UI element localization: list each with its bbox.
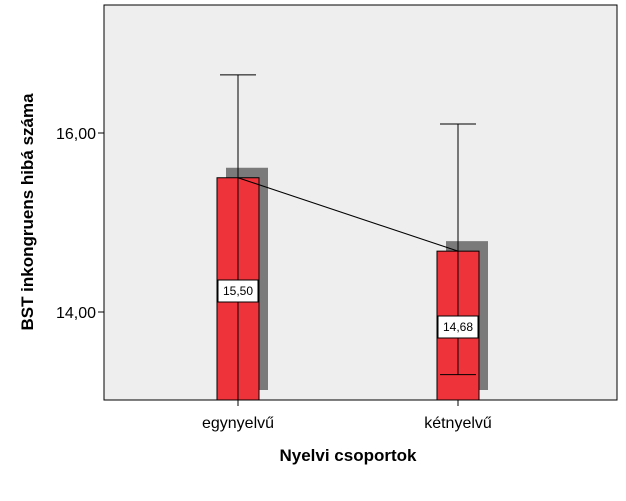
y-tick-label: 16,00 <box>56 126 96 143</box>
data-label: 15,50 <box>223 284 253 298</box>
x-axis-title: Nyelvi csoportok <box>280 446 418 465</box>
y-axis-title: BST inkongruens hibá száma <box>18 93 37 331</box>
mean-line <box>237 177 459 252</box>
plot-area <box>103 4 618 401</box>
x-tick-label: kétnyelvű <box>424 415 492 432</box>
data-label-box <box>217 279 259 303</box>
x-tick-label: egynyelvű <box>202 415 274 432</box>
data-label-box <box>437 315 479 339</box>
data-label: 14,68 <box>443 320 473 334</box>
y-tick-label: 14,00 <box>56 305 96 322</box>
